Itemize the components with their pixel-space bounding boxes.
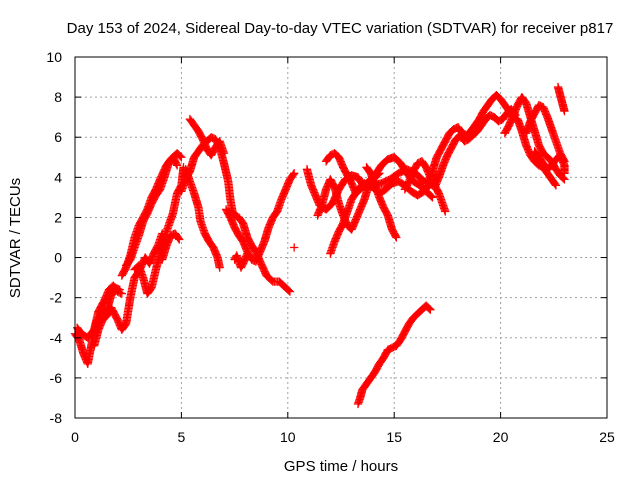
chart-title: Day 153 of 2024, Sidereal Day-to-day VTE… <box>67 20 614 37</box>
data-point <box>289 170 298 179</box>
series-arc-05 <box>121 153 182 270</box>
series-arc-21 <box>424 90 561 190</box>
x-axis-title: GPS time / hours <box>284 458 398 475</box>
series-arc-12 <box>230 249 252 272</box>
y-tick-label: -2 <box>50 290 63 306</box>
data-point <box>426 305 435 314</box>
data-point <box>284 286 294 295</box>
series-arc-07 <box>158 229 184 264</box>
series-arc-13 <box>290 243 299 252</box>
y-tick-label: 8 <box>54 89 62 105</box>
data-point <box>117 289 126 298</box>
data-point <box>175 235 184 244</box>
data-points <box>70 82 569 409</box>
data-point <box>441 207 450 216</box>
y-axis-title: SDTVAR / TECUs <box>7 178 24 298</box>
data-point <box>177 153 186 162</box>
plot-frame <box>74 56 608 419</box>
data-point <box>290 243 299 252</box>
data-point <box>425 304 434 313</box>
series-arc-25 <box>553 82 569 116</box>
axis-ticks: 0 5 10 15 20 25 -8 -6 -4 -2 0 2 4 6 8 10 <box>46 49 615 445</box>
data-point <box>172 161 182 170</box>
data-point <box>391 232 400 241</box>
data-point <box>219 149 229 158</box>
data-point <box>285 287 295 296</box>
data-point <box>428 193 437 202</box>
x-tick-label: 5 <box>178 429 186 445</box>
y-tick-label: 6 <box>54 129 62 145</box>
data-point <box>559 174 568 183</box>
series-arc-17 <box>326 171 441 258</box>
y-tick-label: 10 <box>46 49 62 65</box>
data-point <box>550 180 560 189</box>
y-tick-label: -8 <box>50 410 63 426</box>
x-tick-label: 10 <box>280 429 296 445</box>
data-point <box>176 152 185 161</box>
data-point <box>172 159 181 169</box>
data-point <box>560 169 569 178</box>
data-point <box>290 169 299 178</box>
y-tick-label: 0 <box>54 250 62 266</box>
data-point <box>560 107 569 116</box>
y-tick-label: 4 <box>54 169 62 185</box>
x-tick-label: 20 <box>493 429 509 445</box>
data-point <box>174 234 183 243</box>
series-arc-19 <box>353 301 435 409</box>
x-tick-label: 0 <box>71 429 79 445</box>
series-arc-20 <box>400 157 450 216</box>
data-point <box>427 192 436 201</box>
series-arc-26 <box>530 147 569 178</box>
data-point <box>215 263 224 272</box>
x-tick-label: 25 <box>599 429 615 445</box>
x-tick-label: 15 <box>386 429 402 445</box>
data-point <box>243 249 252 258</box>
y-tick-label: -6 <box>50 370 63 386</box>
series-arc-10 <box>181 165 224 272</box>
y-tick-label: 2 <box>54 209 62 225</box>
series-arc-15 <box>313 169 384 234</box>
series-arc-09 <box>185 115 229 160</box>
series-arc-23 <box>500 92 569 184</box>
data-point <box>551 181 561 190</box>
series-arc-18 <box>362 163 401 242</box>
data-point <box>392 233 401 242</box>
data-point <box>116 288 125 298</box>
y-tick-label: -4 <box>50 330 63 346</box>
